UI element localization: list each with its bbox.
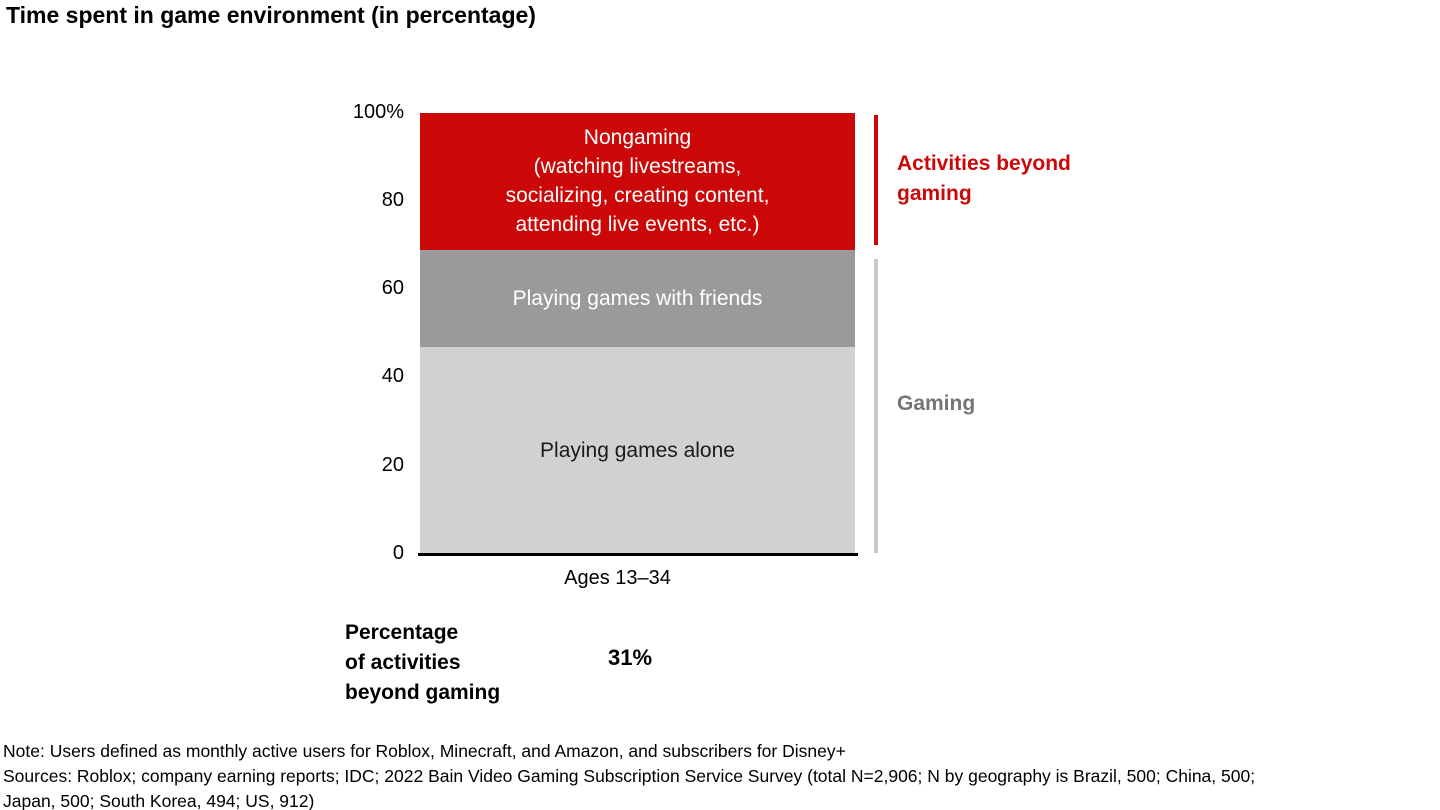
y-axis-tick-60: 60 — [381, 277, 404, 299]
gaming-bracket — [874, 259, 878, 553]
gaming-label: Gaming — [897, 392, 976, 415]
sources-text: Sources: Roblox; company earning reports… — [3, 766, 1256, 810]
bar-segment-nongaming: Nongaming (watching livestreams, sociali… — [420, 113, 855, 250]
footnotes: Note: Users defined as monthly active us… — [3, 739, 1437, 810]
x-axis-line — [418, 553, 858, 556]
x-axis-category-label: Ages 13–34 — [564, 567, 671, 589]
percentage-beyond-gaming-label: Percentage of activities beyond gaming — [345, 621, 501, 704]
y-axis-tick-40: 40 — [381, 365, 404, 387]
bar-segment-games-alone-label: Playing games alone — [540, 438, 735, 462]
bar-segment-games-with-friends-label: Playing games with friends — [512, 286, 763, 310]
y-axis-tick-20: 20 — [381, 454, 404, 476]
y-axis-tick-0: 0 — [392, 542, 404, 564]
bar-segment-nongaming-label: Nongaming (watching livestreams, sociali… — [505, 126, 770, 237]
note-text: Note: Users defined as monthly active us… — [3, 741, 846, 761]
bar-segment-games-with-friends: Playing games with friends — [420, 249, 855, 347]
y-axis-tick-100: 100% — [352, 101, 404, 123]
percentage-beyond-gaming-value: 31% — [608, 645, 653, 670]
activities-beyond-gaming-label: Activities beyond gaming — [897, 152, 1071, 205]
page-title: Time spent in game environment (in perce… — [6, 2, 536, 28]
activities-beyond-gaming-bracket — [874, 115, 878, 245]
bar-segment-games-alone: Playing games alone — [420, 346, 855, 554]
stacked-bar: Nongaming (watching livestreams, sociali… — [420, 113, 855, 554]
y-axis-tick-80: 80 — [381, 189, 404, 211]
